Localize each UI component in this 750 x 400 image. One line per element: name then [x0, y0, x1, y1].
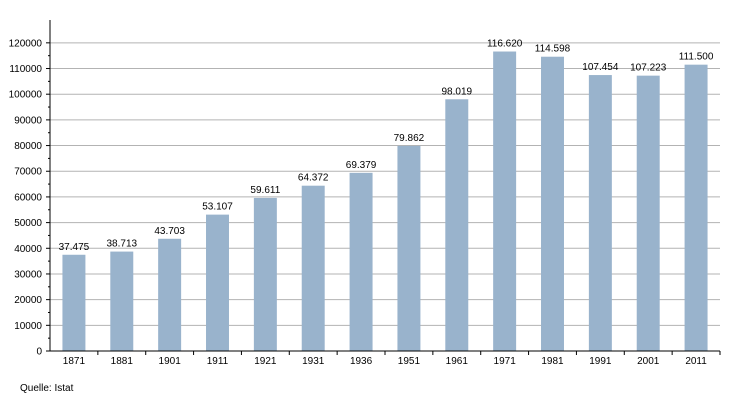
y-tick-label: 90000 [14, 115, 42, 126]
data-label: 64.372 [298, 173, 329, 184]
x-tick-label: 1936 [350, 356, 373, 367]
data-label: 116.620 [487, 39, 523, 50]
bar [636, 75, 660, 351]
y-tick-label: 70000 [14, 167, 42, 178]
x-tick-label: 1981 [541, 356, 564, 367]
data-label: 114.598 [535, 44, 571, 55]
y-tick-label: 0 [36, 347, 42, 358]
y-tick-label: 120000 [9, 38, 43, 49]
bar [684, 64, 708, 351]
x-tick-labels: 1871 1881 1901 1911 1921 1931 1936 1951 1961 1971… [63, 356, 707, 367]
data-label: 107.454 [582, 62, 619, 73]
y-tick-label: 20000 [14, 295, 42, 306]
x-tick-label: 1991 [589, 356, 612, 367]
data-label: 107.223 [630, 63, 667, 74]
data-label: 38.713 [106, 239, 137, 250]
data-label: 98.019 [441, 86, 472, 97]
grid-lines [50, 42, 720, 326]
bar [445, 99, 469, 352]
data-label: 59.611 [250, 185, 280, 196]
data-label: 79.862 [394, 133, 425, 144]
bar [541, 56, 564, 351]
y-tick-label: 60000 [14, 192, 42, 203]
x-tick-label: 1931 [302, 356, 325, 367]
y-tick-label: 110000 [9, 64, 42, 75]
data-label: 37.475 [59, 242, 90, 253]
x-tick-label: 1921 [254, 356, 277, 367]
bar [62, 254, 86, 351]
bar [349, 172, 373, 351]
bar [206, 214, 229, 351]
x-tick-label: 1911 [207, 356, 229, 367]
data-label: 69.379 [346, 160, 377, 171]
y-tick-label: 100000 [9, 90, 43, 101]
bar [397, 145, 421, 351]
bar [588, 75, 612, 351]
data-label: 43.703 [154, 226, 185, 237]
data-labels: 37.475 38.713 43.703 53.107 59.611 64.372 69.3… [59, 39, 714, 253]
x-tick-label: 1901 [159, 356, 182, 367]
x-tick-label: 1871 [63, 356, 86, 367]
x-tick-label: 2001 [637, 356, 660, 367]
y-tick-label: 50000 [14, 218, 42, 229]
x-tick-label: 1971 [494, 356, 517, 367]
y-tick-labels: 0 10000 20000 30000 40000 50000 60000 70000 8000… [9, 38, 43, 357]
y-tick-label: 40000 [14, 244, 42, 255]
bars [62, 51, 708, 352]
data-label: 53.107 [202, 202, 233, 213]
x-tick-label: 1881 [111, 356, 134, 367]
bar [301, 185, 325, 351]
x-tick-label: 1961 [446, 356, 469, 367]
bar [253, 197, 277, 351]
x-tick-label: 1951 [398, 356, 421, 367]
y-tick-label: 30000 [14, 269, 42, 280]
source-note: Quelle: Istat [20, 383, 74, 394]
y-tick-label: 10000 [14, 321, 42, 332]
data-label: 111.500 [679, 52, 714, 63]
y-tick-label: 80000 [14, 141, 42, 152]
bar [110, 251, 134, 351]
axes [46, 20, 721, 355]
bar [493, 51, 517, 352]
bar [158, 238, 182, 351]
x-tick-label: 2011 [685, 356, 707, 367]
